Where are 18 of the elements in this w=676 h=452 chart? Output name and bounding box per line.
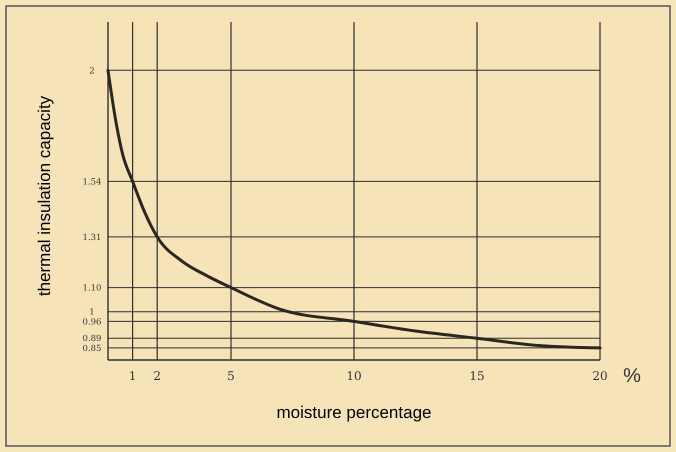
y-tick-label: 1.54 <box>82 177 102 188</box>
line-series <box>106 68 602 350</box>
x-tick-label: 1 <box>128 369 136 383</box>
x-tick-label: 5 <box>227 369 235 383</box>
y-axis-title: thermal insulation capacity <box>35 95 54 296</box>
y-tick-label: 1.31 <box>82 232 102 243</box>
x-tick-label: 10 <box>346 369 362 383</box>
y-tick-label: 2 <box>89 66 95 76</box>
x-tick-label: 15 <box>469 369 485 383</box>
y-tick-label: 0.96 <box>82 317 102 328</box>
y-tick-label: 0.89 <box>82 334 102 344</box>
x-tick-label: 20 <box>592 369 608 383</box>
text: % <box>623 365 642 387</box>
y-tick-label: 1 <box>89 308 95 318</box>
y-tick-label: 0.85 <box>82 344 102 354</box>
x-axis-title: moisture percentage <box>276 403 432 422</box>
y-tick-label: 1.10 <box>82 284 102 294</box>
x-tick-label: 2 <box>153 369 162 383</box>
